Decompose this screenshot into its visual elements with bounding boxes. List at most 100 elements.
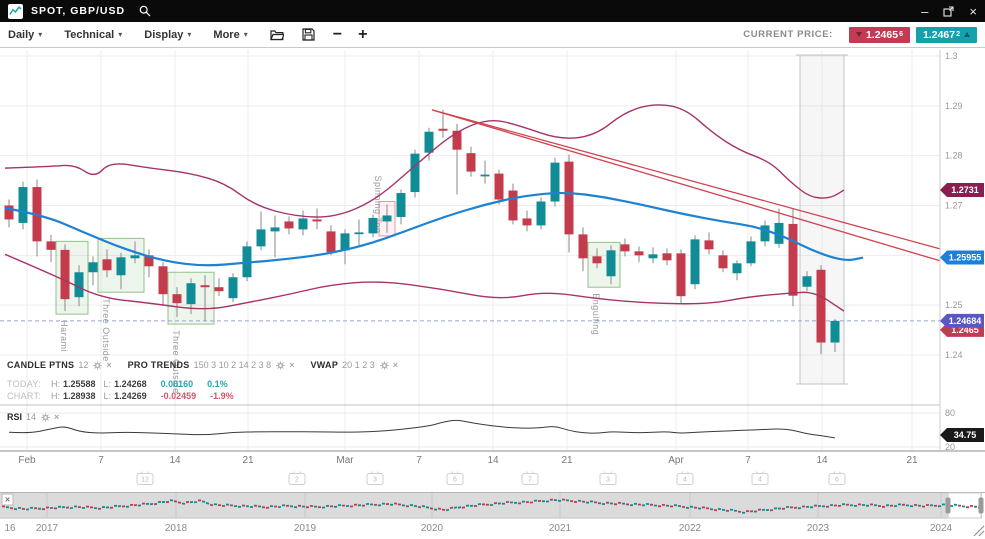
- candle-body: [214, 287, 224, 292]
- calendar-event-icon[interactable]: 3: [366, 471, 384, 485]
- close-button[interactable]: ×: [969, 3, 977, 19]
- zoom-out-button[interactable]: −: [332, 25, 343, 43]
- calendar-body: [599, 473, 617, 485]
- calendar-event-icon[interactable]: 12: [136, 471, 154, 485]
- chart-app-icon: [8, 3, 23, 19]
- search-icon[interactable]: [139, 5, 151, 17]
- calendar-count: 6: [835, 477, 839, 484]
- candle-body: [410, 153, 420, 193]
- today-change: 0.00160: [160, 379, 194, 389]
- pattern-label: Engulfing: [591, 293, 601, 335]
- candle-body: [746, 241, 756, 264]
- arrow-down-icon: [855, 32, 862, 37]
- navigator-handle-left[interactable]: [945, 497, 951, 514]
- candle-body: [438, 128, 448, 131]
- rsi-value-badge-shape: [940, 428, 984, 442]
- zoom-in-button[interactable]: +: [358, 25, 368, 43]
- bid-price-badge[interactable]: 1.2465 6: [848, 26, 910, 43]
- calendar-count: 4: [683, 477, 687, 484]
- open-folder-icon[interactable]: [269, 29, 284, 41]
- candle-body: [116, 257, 126, 276]
- navigator-viewport[interactable]: [947, 492, 982, 519]
- close-icon[interactable]: ×: [106, 360, 112, 370]
- popout-button[interactable]: [943, 5, 954, 17]
- calendar-event-icon[interactable]: 6: [828, 471, 846, 485]
- calendar-count: 12: [141, 477, 149, 484]
- trendline: [431, 109, 941, 250]
- calendar-event-icon[interactable]: 6: [446, 471, 464, 485]
- ask-price-badge[interactable]: 1.2467 2: [915, 26, 977, 43]
- menu-more[interactable]: More ▾: [213, 28, 248, 41]
- rsi-value-badge-text: 34.75: [954, 430, 977, 440]
- titlebar: SPOT, GBP/USD – ×: [0, 0, 985, 22]
- moving-average-line: [4, 191, 864, 267]
- year-label: 2022: [679, 523, 702, 534]
- gear-icon[interactable]: [41, 412, 50, 422]
- menu-daily[interactable]: Daily ▾: [8, 28, 43, 41]
- calendar-event-icon[interactable]: 4: [676, 471, 694, 485]
- gear-icon[interactable]: [380, 360, 389, 370]
- menu-technical[interactable]: Technical ▾: [64, 28, 123, 41]
- close-icon[interactable]: ×: [392, 360, 398, 370]
- ma-value-badge: 1.25955: [940, 250, 984, 265]
- year-label: 2018: [165, 523, 188, 534]
- calendar-body: [366, 473, 384, 485]
- calendar-body: [751, 473, 769, 485]
- gear-icon[interactable]: [93, 360, 102, 370]
- chart-stats-row: CHART: H: 1.28938 L: 1.24269 -0.02459 -1.9…: [7, 391, 234, 401]
- x-axis-tick-label: Feb: [18, 455, 36, 466]
- year-label: 2017: [36, 523, 59, 534]
- gear-icon[interactable]: [276, 360, 285, 370]
- grip-line: [973, 525, 985, 537]
- candle-body: [522, 218, 532, 226]
- year-label: 2019: [294, 523, 317, 534]
- lower-band-line: [4, 253, 845, 312]
- arrow-up-icon: [964, 32, 970, 37]
- chevron-down-icon: ▾: [38, 30, 43, 39]
- calendar-count: 7: [528, 477, 532, 484]
- calendar-event-icon[interactable]: 4: [751, 471, 769, 485]
- candle-body: [452, 130, 462, 150]
- save-icon[interactable]: [302, 28, 315, 41]
- toolbar: Daily ▾ Technical ▾ Display ▾ More ▾ − + CUR…: [0, 22, 985, 48]
- minimize-button[interactable]: –: [921, 3, 929, 19]
- navigator-close-button[interactable]: ×: [1, 493, 14, 506]
- navigator-series-segment: [153, 502, 158, 506]
- window-title: SPOT, GBP/USD: [31, 5, 126, 17]
- chevron-down-icon: ▾: [118, 30, 123, 39]
- pattern-label: Three Outside: [171, 330, 181, 394]
- calendar-body: [521, 473, 539, 485]
- calendar-body: [136, 473, 154, 485]
- band-value-badge-text: 1.2731: [951, 185, 979, 195]
- chart-change: -0.02459: [160, 391, 197, 401]
- trendlines: [431, 109, 941, 262]
- today-change-pct: 0.1%: [207, 379, 228, 389]
- candle-body: [4, 205, 14, 220]
- pattern-label: Three Outside: [101, 298, 111, 362]
- candle-body: [18, 187, 28, 223]
- candle-body: [690, 239, 700, 285]
- candle-body: [298, 218, 308, 230]
- pattern-label: Harami: [59, 320, 69, 352]
- close-icon[interactable]: ×: [54, 412, 60, 422]
- price-axis-tick-label: 1.28: [945, 151, 963, 161]
- candle-body: [606, 250, 616, 277]
- rsi-axis-tick-label: 20: [945, 442, 955, 452]
- candle-body: [354, 232, 364, 235]
- calendar-body: [828, 473, 846, 485]
- resize-grip[interactable]: [973, 525, 985, 537]
- calendar-body: [676, 473, 694, 485]
- close-icon[interactable]: ×: [289, 360, 295, 370]
- x-axis-tick-label: 21: [561, 455, 573, 466]
- calendar-event-icon[interactable]: 2: [288, 471, 306, 485]
- navigator-series-segment: [205, 502, 210, 505]
- navigator-handle-right[interactable]: [978, 497, 984, 514]
- calendar-event-icon[interactable]: 3: [599, 471, 617, 485]
- chevron-down-icon: ▾: [187, 30, 192, 39]
- candle-body: [256, 229, 266, 247]
- calendar-event-icon[interactable]: 7: [521, 471, 539, 485]
- x-axis-tick-label: 14: [816, 455, 828, 466]
- calendar-count: 3: [606, 477, 610, 484]
- rsi-value-badge: 34.75: [940, 428, 984, 442]
- menu-display[interactable]: Display ▾: [144, 28, 192, 41]
